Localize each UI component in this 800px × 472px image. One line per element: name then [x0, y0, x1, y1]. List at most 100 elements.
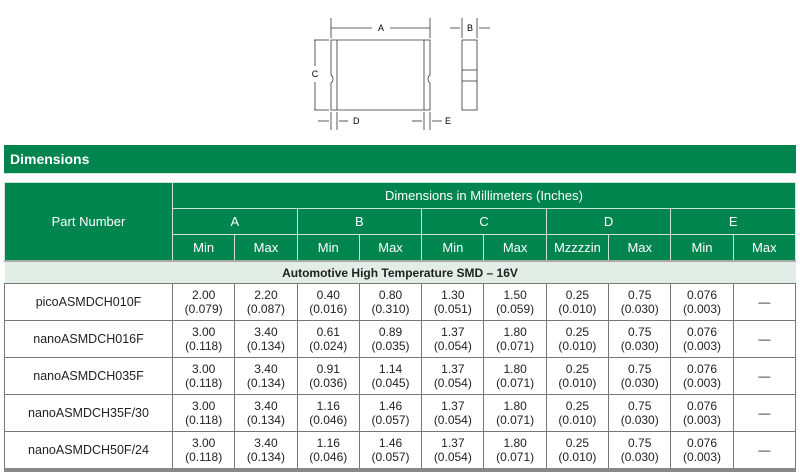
mm-value: 0.25 [565, 362, 590, 376]
part-number: nanoASMDCH016F [4, 320, 173, 358]
mm-value: 1.46 [378, 436, 403, 450]
dim-header-e: E [670, 208, 796, 235]
dimension-cell: 3.00 (0.118) [171, 357, 236, 395]
inch-value: (0.071) [496, 413, 535, 427]
dimension-cell: 0.25 (0.010) [545, 283, 610, 321]
mm-value: 0.076 [687, 362, 718, 376]
dimension-cell: — [732, 394, 797, 432]
dimension-cell: — [732, 283, 797, 321]
mm-value: — [758, 369, 771, 383]
dim-header-c: C [421, 208, 547, 235]
mm-value: 1.80 [503, 325, 527, 339]
inch-value: (0.030) [620, 376, 659, 390]
dimension-cell: 0.40 (0.016) [296, 283, 360, 321]
diagram-label-d: D [353, 116, 360, 126]
dimension-cell: 0.75 (0.030) [608, 357, 672, 395]
dimension-cell: 1.37 (0.054) [421, 394, 485, 432]
dimension-cell: 1.14 (0.045) [358, 357, 423, 395]
dimension-cell: 2.00 (0.079) [171, 283, 236, 321]
dimension-cell: 3.00 (0.118) [171, 320, 236, 358]
mm-value: 0.25 [565, 325, 590, 339]
subheader: Min [171, 234, 236, 262]
dimension-cell: 0.076 (0.003) [670, 283, 734, 321]
dimension-cell: 1.30 (0.051) [421, 283, 485, 321]
part-number: nanoASMDCH35F/30 [4, 394, 173, 432]
mm-value: 3.40 [254, 399, 278, 413]
mm-value: — [758, 332, 771, 346]
inch-value: (0.046) [309, 450, 348, 464]
inch-value: (0.030) [620, 302, 659, 316]
dimension-cell: 0.75 (0.030) [608, 283, 672, 321]
dimension-cell: 0.25 (0.010) [545, 357, 610, 395]
part-number: picoASMDCH010F [4, 283, 173, 321]
mm-value: 0.75 [628, 325, 652, 339]
mm-value: 1.14 [378, 362, 403, 376]
inch-value: (0.003) [683, 376, 722, 390]
inch-value: (0.134) [246, 450, 285, 464]
inch-value: (0.118) [185, 376, 223, 390]
part-number: nanoASMDCH035F [4, 357, 173, 395]
mm-value: 0.25 [565, 436, 590, 450]
inch-value: (0.010) [558, 413, 597, 427]
mm-value: 0.40 [316, 288, 340, 302]
dimension-cell: 2.20 (0.087) [234, 283, 298, 321]
inch-value: (0.079) [184, 302, 223, 316]
dimension-cell: 1.16 (0.046) [296, 394, 360, 432]
inch-value: (0.003) [683, 413, 722, 427]
subheader: Max [234, 234, 298, 262]
dimensions-table: Part Number Dimensions in Millimeters (I… [4, 182, 797, 472]
mm-value: 0.89 [378, 325, 403, 339]
mm-value: 0.076 [687, 399, 718, 413]
subheader: Max [608, 234, 672, 262]
dimension-cell: — [732, 320, 797, 358]
dimension-cell: 0.91 (0.036) [296, 357, 360, 395]
mm-value: 0.75 [628, 288, 652, 302]
dimension-diagram: A B C D E [312, 18, 490, 130]
inch-value: (0.134) [246, 376, 285, 390]
dim-header-b: B [296, 208, 423, 235]
subheader: Max [358, 234, 423, 262]
dimension-cell: 0.076 (0.003) [670, 357, 734, 395]
mm-value: 0.076 [687, 325, 718, 339]
inch-value: (0.010) [558, 376, 597, 390]
subheader: Min [421, 234, 485, 262]
dim-header-a: A [172, 208, 298, 235]
diagram-label-a: A [378, 23, 384, 33]
diagram-label-c: C [312, 69, 319, 79]
diagram-label-b: B [467, 23, 473, 33]
inch-value: (0.118) [185, 339, 223, 353]
mm-value: 1.80 [503, 362, 527, 376]
category-row: Automotive High Temperature SMD – 16V [4, 260, 796, 284]
inch-value: (0.030) [620, 450, 659, 464]
mm-value: 3.00 [191, 399, 216, 413]
dimension-cell: 0.75 (0.030) [608, 320, 672, 358]
mm-value: 0.61 [316, 325, 340, 339]
table-row: picoASMDCH010F 2.00 (0.079) 2.20 (0.087) 0.40… [4, 283, 797, 321]
inch-value: (0.024) [309, 339, 348, 353]
inch-value: (0.134) [246, 413, 285, 427]
subheader: Min [296, 234, 360, 262]
subheader: Mzzzzin [545, 234, 610, 262]
mm-value: 3.00 [191, 362, 216, 376]
dimension-cell: 3.40 (0.134) [234, 357, 298, 395]
inch-value: (0.054) [433, 376, 472, 390]
dimension-cell: 1.37 (0.054) [421, 357, 485, 395]
mm-value: 1.46 [378, 399, 403, 413]
dimension-cell: 1.80 (0.071) [483, 357, 547, 395]
inch-value: (0.045) [371, 376, 410, 390]
inch-value: (0.010) [558, 339, 597, 353]
diagram-label-e: E [445, 116, 451, 126]
dimension-cell: 1.37 (0.054) [421, 320, 485, 358]
mm-value: 1.16 [316, 399, 340, 413]
inch-value: (0.030) [620, 339, 659, 353]
part-number-header: Part Number [4, 182, 173, 262]
inch-value: (0.046) [309, 413, 348, 427]
inch-value: (0.030) [620, 413, 659, 427]
mm-value: 1.50 [503, 288, 527, 302]
inch-value: (0.087) [246, 302, 285, 316]
inch-value: (0.118) [185, 413, 223, 427]
mm-value: 2.00 [191, 288, 216, 302]
table-row: nanoASMDCH35F/30 3.00 (0.118) 3.40 (0.134) 1.… [4, 394, 797, 432]
mm-value: 0.076 [687, 436, 718, 450]
mm-value: — [758, 295, 771, 309]
